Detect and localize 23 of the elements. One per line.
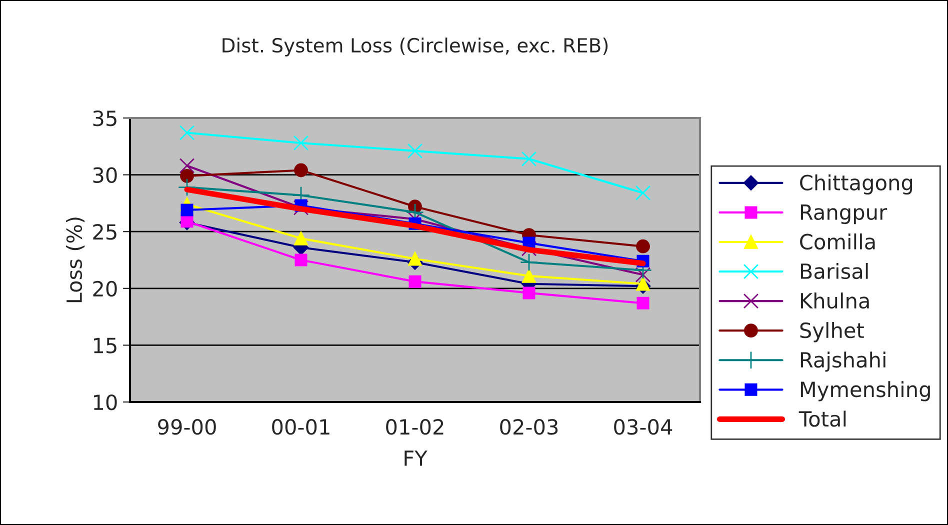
x-axis-title: FY [404,450,428,466]
x-tick-label: 99-00 [158,419,216,435]
y-tick-label: 15 [94,338,116,354]
legend-label: Rajshahi [800,352,886,372]
x-tick-label: 03-04 [614,419,672,435]
x-tick-label: 02-03 [500,419,558,435]
x-tick-label: 00-01 [272,419,330,435]
legend-label: Sylhet [800,322,864,342]
y-tick-label: 30 [93,167,117,184]
y-tick-label: 35 [93,110,116,126]
y-tick-label: 10 [94,394,117,410]
legend-label: Mymenshing [800,381,930,402]
legend-label: Comilla [800,233,875,250]
legend-label: Barisal [800,262,868,280]
y-tick-label: 25 [93,224,116,240]
chart-title: Dist. System Loss (Circlewise, exc. REB) [222,38,608,56]
legend-label: Total [798,410,846,427]
legend-label: Khulna [800,292,869,309]
y-tick-label: 20 [93,280,117,297]
y-axis-title: Loss (%) [66,218,85,302]
legend-label: Rangpur [800,204,888,224]
legend-label: Chittagong [800,174,912,195]
x-tick-label: 01-02 [386,419,444,435]
